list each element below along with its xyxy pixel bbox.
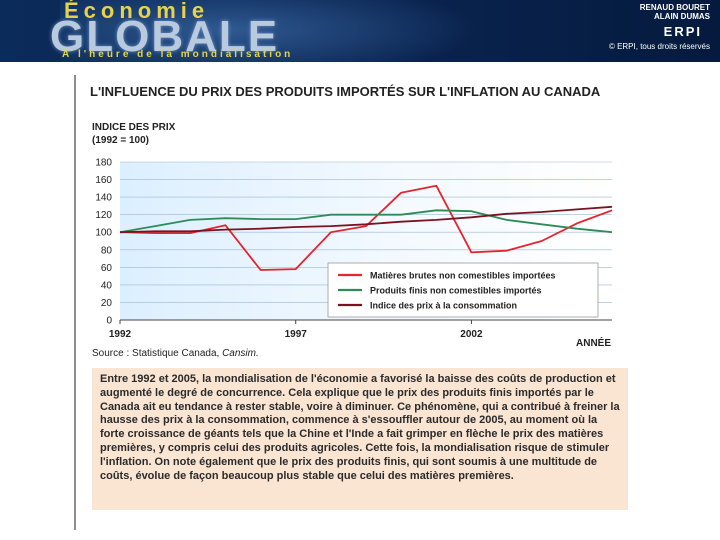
x-tick-label: 1992	[109, 329, 132, 340]
y-axis-label: INDICE DES PRIX	[92, 122, 176, 133]
line-chart: INDICE DES PRIX (1992 = 100) 0 20 40 60 80 10…	[80, 110, 630, 348]
legend-label: Matières brutes non comestibles importée…	[370, 271, 556, 281]
y-tick-label: 100	[95, 228, 112, 239]
y-tick-label: 140	[95, 193, 112, 204]
header-banner: Économie GLOBALE À l'heure de la mondial…	[0, 0, 720, 62]
y-axis-sublabel: (1992 = 100)	[92, 135, 149, 146]
x-tick-label: 1997	[285, 329, 308, 340]
y-tick-label: 40	[101, 280, 113, 291]
legend-label: Produits finis non comestibles importés	[370, 286, 542, 296]
y-tick-label: 120	[95, 210, 112, 221]
y-tick-label: 20	[101, 298, 113, 309]
source-italic: Cansim.	[222, 348, 259, 359]
y-tick-label: 180	[95, 158, 112, 169]
y-tick-labels: 0 20 40 60 80 100 120 140 160 180	[95, 158, 112, 327]
legend-label: Indice des prix à la consommation	[370, 301, 517, 311]
y-tick-label: 60	[101, 263, 113, 274]
banner-authors: RENAUD BOURET ALAIN DUMAS	[450, 3, 710, 21]
banner-tagline: À l'heure de la mondialisation	[62, 49, 293, 60]
x-tick-label: 2002	[460, 329, 483, 340]
source-prefix: Source : Statistique Canada,	[92, 348, 222, 359]
x-axis-label: ANNÉE	[576, 336, 611, 348]
y-tick-label: 160	[95, 175, 112, 186]
source-note: Source : Statistique Canada, Cansim.	[92, 348, 259, 359]
y-tick-label: 0	[106, 316, 112, 327]
publisher-logo: ERPI	[664, 24, 702, 39]
explanation-textbox: Entre 1992 et 2005, la mondialisation de…	[92, 368, 628, 510]
chart-title: L'INFLUENCE DU PRIX DES PRODUITS IMPORTÉ…	[90, 84, 600, 99]
banner-copyright: © ERPI, tous droits réservés	[609, 42, 710, 51]
x-tick-labels: 1992 1997 2002	[109, 320, 483, 340]
y-tick-label: 80	[101, 245, 113, 256]
